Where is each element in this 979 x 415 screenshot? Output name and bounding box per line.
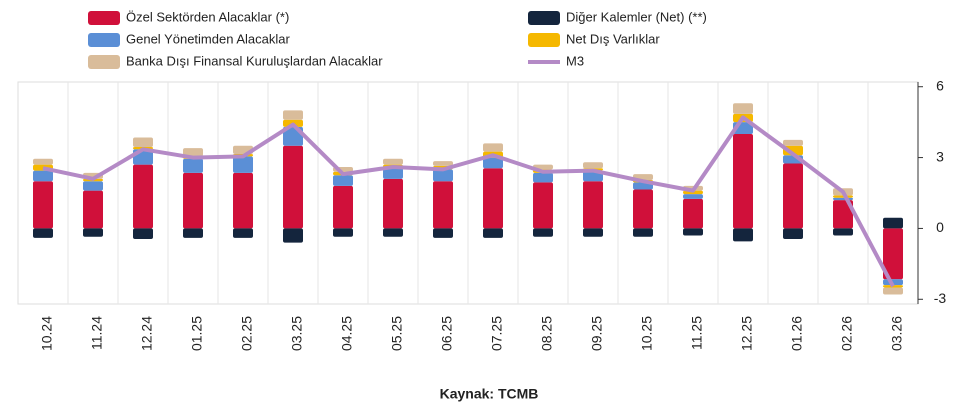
bar-segment <box>233 228 253 238</box>
bar-segment <box>383 178 403 229</box>
bar-segment <box>733 228 753 242</box>
bar-segment <box>333 185 353 229</box>
y-tick-label: 6 <box>936 77 944 93</box>
legend-label: Banka Dışı Finansal Kuruluşlardan Alacak… <box>126 53 383 68</box>
x-tick-label: 07.25 <box>489 316 505 351</box>
x-tick-label: 02.25 <box>239 316 255 351</box>
y-tick-label: -3 <box>934 290 947 306</box>
bar-segment <box>183 228 203 238</box>
x-tick-label: 11.25 <box>689 316 705 350</box>
source-note: Kaynak: TCMB <box>440 386 539 402</box>
x-tick-label: 04.25 <box>339 316 355 351</box>
bar-segment <box>283 145 303 229</box>
bar-segment <box>533 172 553 183</box>
bar-segment <box>833 200 853 229</box>
bar-segment <box>133 137 153 147</box>
bar-segment <box>333 228 353 237</box>
legend-label: Genel Yönetimden Alacaklar <box>126 31 290 46</box>
bar-segment <box>533 228 553 237</box>
x-tick-label: 03.25 <box>289 316 305 351</box>
bar-segment <box>383 228 403 237</box>
bar-segment <box>183 158 203 173</box>
bar-segment <box>783 228 803 240</box>
legend-label: Net Dış Varlıklar <box>566 31 660 46</box>
bar-segment <box>433 161 453 166</box>
legend-swatch <box>88 11 120 25</box>
bar-segment <box>433 169 453 182</box>
bar-segment <box>583 181 603 229</box>
legend-label: Özel Sektörden Alacaklar (*) <box>126 9 289 24</box>
bar-segment <box>433 228 453 238</box>
x-tick-label: 10.25 <box>639 316 655 351</box>
x-tick-label: 09.25 <box>589 316 605 351</box>
legend-label: Diğer Kalemler (Net) (**) <box>566 9 707 24</box>
x-tick-label: 08.25 <box>539 316 555 351</box>
bar-segment <box>833 228 853 236</box>
bar-segment <box>83 190 103 229</box>
bar-segment <box>83 228 103 237</box>
bar-segment <box>633 189 653 229</box>
legend-swatch <box>88 33 120 47</box>
bar-segment <box>583 228 603 237</box>
bar-segment <box>383 168 403 179</box>
bar-segment <box>883 287 903 295</box>
bar-segment <box>283 228 303 243</box>
bar-segment <box>733 133 753 229</box>
bar-segment <box>633 228 653 237</box>
line-series <box>42 115 895 288</box>
x-tick-label: 01.25 <box>189 316 205 351</box>
x-tick-label: 06.25 <box>439 316 455 351</box>
bar-segment <box>33 158 53 165</box>
x-tick-label: 02.26 <box>839 316 855 351</box>
x-tick-label: 12.25 <box>739 316 755 351</box>
bar-segment <box>683 194 703 199</box>
bar-segment <box>883 217 903 229</box>
x-tick-label: 11.24 <box>89 316 105 350</box>
bar-segment <box>483 228 503 238</box>
bar-segment <box>833 197 853 201</box>
bar-segment <box>233 172 253 229</box>
bar-segment <box>283 110 303 120</box>
x-tick-label: 03.26 <box>889 316 905 351</box>
bar-segment <box>783 139 803 146</box>
bar-segment <box>233 156 253 173</box>
bar-segment <box>33 181 53 229</box>
y-tick-label: 0 <box>936 219 944 235</box>
bar-segment <box>533 182 553 229</box>
bar-segment <box>33 228 53 238</box>
bar-segment <box>583 162 603 169</box>
legend-swatch <box>528 11 560 25</box>
legend-swatch <box>88 55 120 69</box>
bar-segment <box>83 181 103 191</box>
x-tick-label: 01.26 <box>789 316 805 351</box>
bar-segment <box>133 228 153 240</box>
bar-segment <box>683 198 703 229</box>
bar-segment <box>183 172 203 229</box>
bar-segment <box>183 148 203 157</box>
legend-label: M3 <box>566 53 584 68</box>
y-tick-label: 3 <box>936 148 944 164</box>
bar-segment <box>333 175 353 186</box>
bar-segment <box>483 168 503 229</box>
legend-swatch <box>528 33 560 47</box>
x-tick-label: 10.24 <box>39 316 55 351</box>
bar-segment <box>783 163 803 229</box>
x-tick-label: 05.25 <box>389 316 405 351</box>
bar-segment <box>33 170 53 182</box>
bar-segment <box>133 164 153 229</box>
bar-segment <box>883 228 903 280</box>
bar-segment <box>483 143 503 152</box>
bar-segment <box>733 103 753 114</box>
bar-segment <box>683 228 703 236</box>
bar-segment <box>383 158 403 165</box>
bar-segment <box>433 181 453 229</box>
x-tick-label: 12.24 <box>139 316 155 351</box>
bar-segment <box>483 157 503 169</box>
